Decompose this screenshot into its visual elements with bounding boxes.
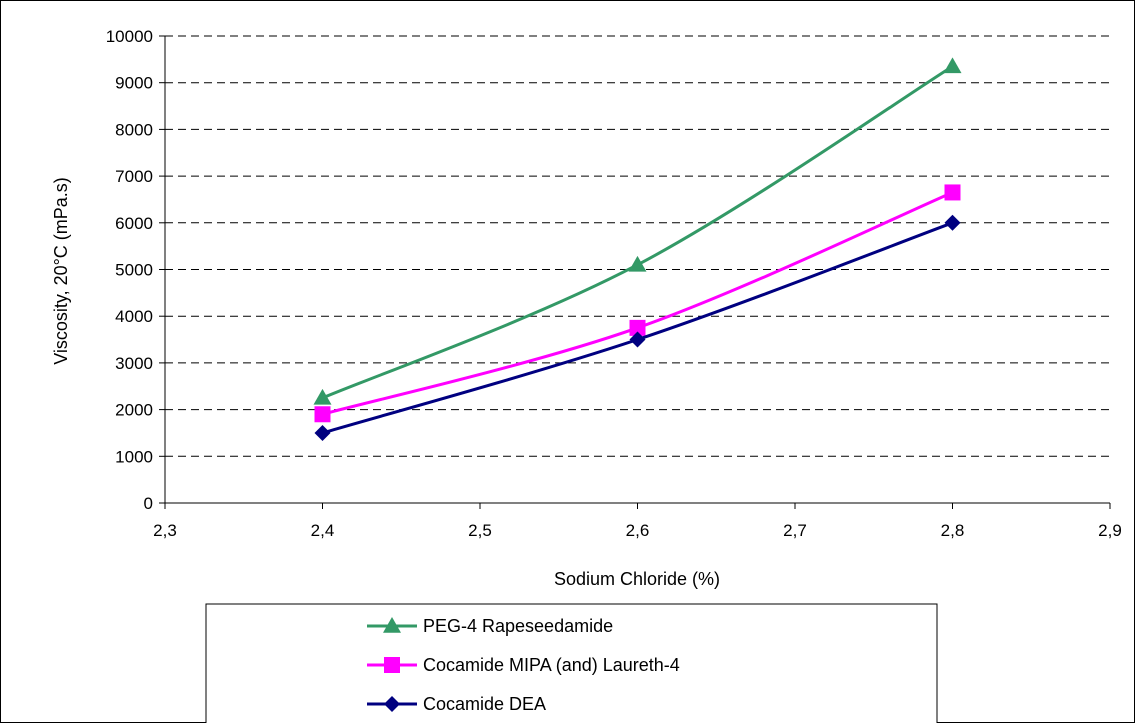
data-point bbox=[628, 255, 647, 272]
legend-item: Cocamide MIPA (and) Laureth-4 bbox=[367, 655, 680, 675]
x-tick-label: 2,5 bbox=[468, 521, 492, 540]
series-line bbox=[322, 191, 954, 416]
x-tick-label: 2,4 bbox=[311, 521, 335, 540]
y-tick-label: 9000 bbox=[115, 74, 153, 93]
series-lines bbox=[313, 57, 962, 441]
data-point bbox=[943, 57, 962, 74]
y-tick-label: 1000 bbox=[115, 447, 153, 466]
y-tick-label: 5000 bbox=[115, 261, 153, 280]
axes bbox=[159, 35, 1111, 509]
y-axis-title: Viscosity, 20°C (mPa.s) bbox=[51, 177, 71, 365]
series-line bbox=[321, 65, 954, 400]
x-tick-label: 2,8 bbox=[941, 521, 965, 540]
y-tick-label: 2000 bbox=[115, 401, 153, 420]
legend-label: Cocamide MIPA (and) Laureth-4 bbox=[423, 655, 680, 675]
legend-items: PEG-4 Rapeseedamide Cocamide MIPA (and) L… bbox=[367, 616, 680, 714]
y-tick-label: 3000 bbox=[115, 354, 153, 373]
legend-marker bbox=[383, 617, 401, 633]
legend-marker bbox=[384, 657, 400, 673]
x-tick-label: 2,3 bbox=[153, 521, 177, 540]
data-point bbox=[629, 319, 646, 336]
data-point bbox=[314, 406, 331, 423]
x-axis-title: Sodium Chloride (%) bbox=[554, 569, 720, 589]
legend: PEG-4 Rapeseedamide Cocamide MIPA (and) L… bbox=[205, 603, 938, 723]
series-peg-4-rapeseedamide bbox=[313, 57, 962, 405]
legend-item: PEG-4 Rapeseedamide bbox=[367, 616, 613, 636]
y-tick-label: 0 bbox=[144, 494, 153, 513]
gridlines bbox=[165, 35, 1110, 457]
series-cocamide-dea bbox=[314, 214, 961, 441]
legend-marker bbox=[384, 696, 400, 712]
x-tick-label: 2,6 bbox=[626, 521, 650, 540]
data-point bbox=[313, 388, 332, 405]
y-tick-label: 8000 bbox=[115, 120, 153, 139]
series-cocamide-mipa-and-laureth-4 bbox=[314, 184, 961, 423]
legend-item: Cocamide DEA bbox=[367, 694, 546, 714]
data-point bbox=[944, 184, 961, 201]
data-point bbox=[629, 331, 646, 348]
legend-label: Cocamide DEA bbox=[423, 694, 546, 714]
data-point bbox=[944, 214, 961, 231]
x-tick-label: 2,9 bbox=[1098, 521, 1122, 540]
y-tick-label: 7000 bbox=[115, 167, 153, 186]
x-tick-label: 2,7 bbox=[783, 521, 807, 540]
y-tick-label: 4000 bbox=[115, 307, 153, 326]
tick-labels: 0 1000 2000 3000 4000 5000 6000 7000 8000 9000 100… bbox=[106, 27, 1122, 540]
data-point bbox=[314, 424, 331, 441]
legend-label: PEG-4 Rapeseedamide bbox=[423, 616, 613, 636]
legend-box bbox=[205, 603, 938, 723]
y-tick-label: 6000 bbox=[115, 214, 153, 233]
y-tick-label: 10000 bbox=[106, 27, 153, 46]
